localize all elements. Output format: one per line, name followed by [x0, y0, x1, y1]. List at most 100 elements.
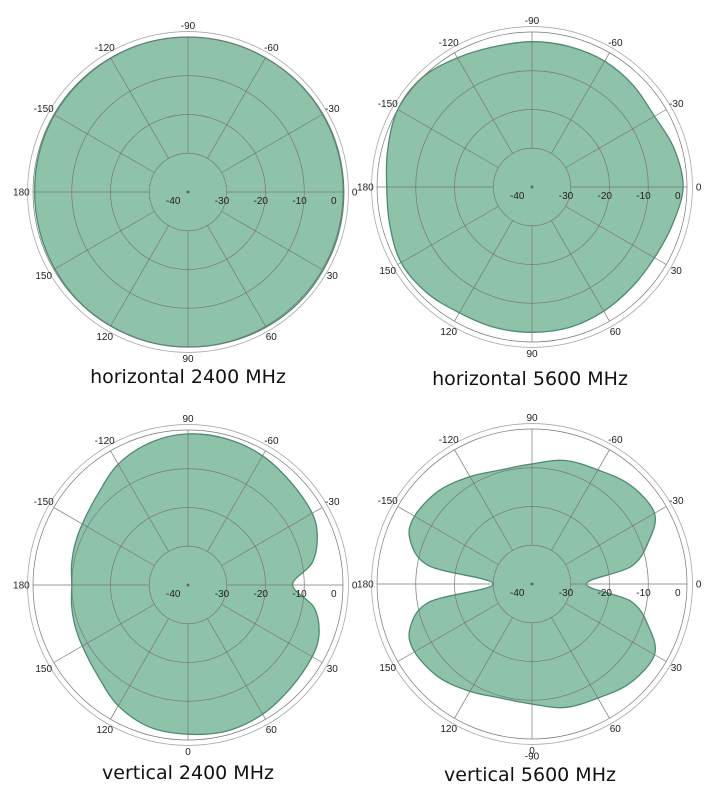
ring-label: -20 — [254, 589, 269, 600]
angle-label: 60 — [610, 327, 622, 338]
ring-label: -20 — [598, 588, 613, 599]
angle-label: 0 — [696, 580, 702, 591]
ring-label: -30 — [559, 588, 574, 599]
angle-label: 0 — [352, 581, 358, 592]
angle-label: -30 — [325, 104, 340, 115]
angle-label: 60 — [610, 724, 622, 735]
angle-label: -30 — [325, 497, 340, 508]
angle-label: 120 — [96, 332, 113, 343]
ring-label: -20 — [254, 196, 269, 207]
angle-label: -120 — [439, 435, 459, 446]
angle-label: -150 — [34, 104, 54, 115]
angle-label: 90 — [182, 354, 194, 365]
ring-label: 0 — [331, 196, 337, 207]
angle-label: -120 — [95, 436, 115, 447]
grid-spoke — [565, 206, 667, 265]
grid-spoke — [110, 57, 169, 159]
ring-label: -30 — [215, 196, 230, 207]
angle-label: -60 — [264, 436, 279, 447]
grid-spoke — [397, 603, 499, 662]
polar-svg-0: -40 -30 -20 -10 0 0 -30 -60 -90 -120 -150 180 150 120… — [13, 21, 358, 365]
angle-label: 90 — [526, 349, 538, 360]
grid-spoke — [110, 225, 169, 327]
angle-label: 60 — [266, 332, 278, 343]
polar-svg-3: -40 -30 -20 -10 0 0 -30 -60 0 -120 -150 180 150 120 90… — [357, 413, 702, 763]
grid-spoke — [110, 450, 169, 552]
ring-label: -20 — [598, 191, 613, 202]
grid-spoke — [454, 449, 513, 551]
angle-label: 180 — [357, 183, 374, 194]
ring-label: -10 — [292, 589, 307, 600]
center-dot — [186, 583, 190, 587]
grid-spoke — [53, 211, 155, 270]
angle-label: 180 — [13, 188, 30, 199]
angle-label: 0 — [696, 183, 702, 194]
grid-spoke — [551, 220, 610, 322]
caption-horizontal-5600: horizontal 5600 MHz — [432, 368, 628, 390]
polar-svg-2: -40 -30 -20 -10 0 0 -30 -60 0 -120 -150 180 150 120 90… — [13, 414, 358, 758]
grid-spoke — [207, 57, 266, 159]
caption-vertical-2400: vertical 2400 MHz — [102, 762, 274, 784]
grid-spoke — [551, 617, 610, 719]
angle-label: 150 — [35, 271, 52, 282]
caption-horizontal-2400: horizontal 2400 MHz — [90, 366, 286, 388]
grid-spoke — [397, 206, 499, 265]
center-dot — [186, 190, 190, 194]
grid-spoke — [454, 52, 513, 154]
angle-label: -60 — [264, 43, 279, 54]
angle-label: 150 — [379, 663, 396, 674]
ring-label: -40 — [166, 196, 181, 207]
grid-spoke — [221, 604, 323, 663]
angle-label: 120 — [96, 725, 113, 736]
angle-label: 150 — [35, 664, 52, 675]
angle-label: 30 — [327, 664, 339, 675]
outer-ring — [371, 26, 693, 348]
angle-label: -30 — [669, 99, 684, 110]
ring-label: -40 — [166, 589, 181, 600]
grid-spoke — [565, 603, 667, 662]
angle-label: 180 — [357, 580, 374, 591]
angle-label: 30 — [671, 663, 683, 674]
grid-spoke — [397, 506, 499, 565]
outer-ring — [27, 31, 349, 353]
angle-label: 120 — [440, 327, 457, 338]
angle-label: 90 — [526, 413, 538, 424]
grid-spoke — [53, 507, 155, 566]
grid-spoke — [207, 225, 266, 327]
polar-svg-1: -40 -30 -20 -10 0 0 -30 -60 -90 -120 -150 180 150 120… — [357, 16, 702, 360]
grid-spoke — [221, 507, 323, 566]
angle-label: -90 — [525, 16, 540, 27]
grid-spoke — [454, 220, 513, 322]
angle-label: 60 — [266, 725, 278, 736]
grid-spoke — [454, 617, 513, 719]
angle-label: 150 — [379, 266, 396, 277]
grid-spoke — [551, 449, 610, 551]
ring-label: -30 — [559, 191, 574, 202]
angle-label: -30 — [669, 496, 684, 507]
grid-spoke — [53, 604, 155, 663]
radiation-pattern — [70, 433, 320, 736]
angle-label: -90 — [525, 752, 540, 763]
angle-label: 30 — [671, 266, 683, 277]
angle-label: -60 — [608, 38, 623, 49]
angle-label: -120 — [439, 38, 459, 49]
grid-spoke — [551, 52, 610, 154]
ring-label: -10 — [636, 191, 651, 202]
polar-plot-vertical-5600: -40 -30 -20 -10 0 0 -30 -60 0 -120 -150 180 150 120 90… — [357, 400, 718, 763]
angle-label: 0 — [352, 188, 358, 199]
center-dot — [530, 582, 534, 586]
center-dot — [530, 185, 534, 189]
polar-plot-vertical-2400: -40 -30 -20 -10 0 0 -30 -60 0 -120 -150 180 150 120 90… — [0, 400, 360, 760]
angle-label: -60 — [608, 435, 623, 446]
ring-label: -40 — [510, 191, 525, 202]
angle-label: 120 — [440, 724, 457, 735]
outer-ring — [27, 424, 349, 746]
grid-spoke — [565, 109, 667, 168]
ring-label: -30 — [215, 589, 230, 600]
grid-spoke — [207, 618, 266, 720]
angle-label: 90 — [182, 414, 194, 425]
angle-label: 180 — [13, 581, 30, 592]
grid-spoke — [53, 114, 155, 173]
ring-label: 0 — [675, 191, 681, 202]
ring-label: -10 — [636, 588, 651, 599]
